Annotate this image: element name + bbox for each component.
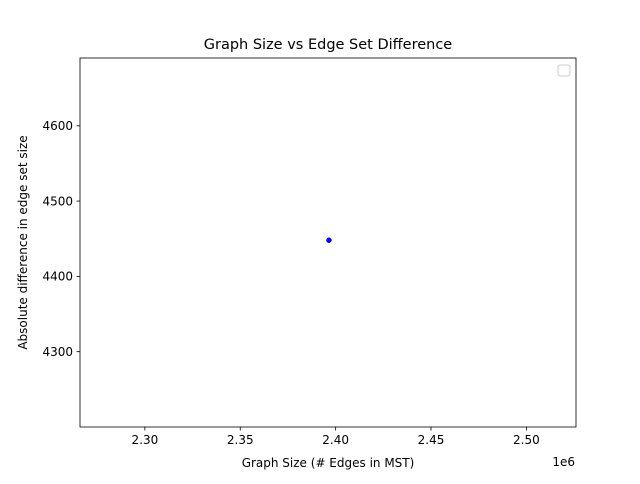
- y-tick-label: 4400: [42, 270, 73, 284]
- y-tick-label: 4600: [42, 119, 73, 133]
- y-axis-label: Absolute difference in edge set size: [16, 135, 30, 349]
- x-tick-label: 2.50: [513, 433, 540, 447]
- data-point: [326, 237, 332, 243]
- x-tick-label: 2.45: [418, 433, 445, 447]
- y-tick-label: 4500: [42, 194, 73, 208]
- legend-box: [557, 64, 571, 77]
- x-axis-offset-label: 1e6: [552, 455, 575, 469]
- y-axis-ticks: 4300 4400 4500 4600: [42, 119, 80, 359]
- plot-frame: [79, 57, 577, 428]
- data-markers: [326, 237, 332, 243]
- y-tick-label: 4300: [42, 345, 73, 359]
- x-axis-ticks: 2.30 2.35 2.40 2.45 2.50: [132, 427, 540, 447]
- x-tick-label: 2.35: [227, 433, 254, 447]
- plot-area: [79, 57, 577, 428]
- x-axis-label: Graph Size (# Edges in MST): [242, 456, 415, 470]
- chart-title: Graph Size vs Edge Set Difference: [204, 37, 453, 53]
- x-tick-label: 2.30: [132, 433, 159, 447]
- x-tick-label: 2.40: [322, 433, 349, 447]
